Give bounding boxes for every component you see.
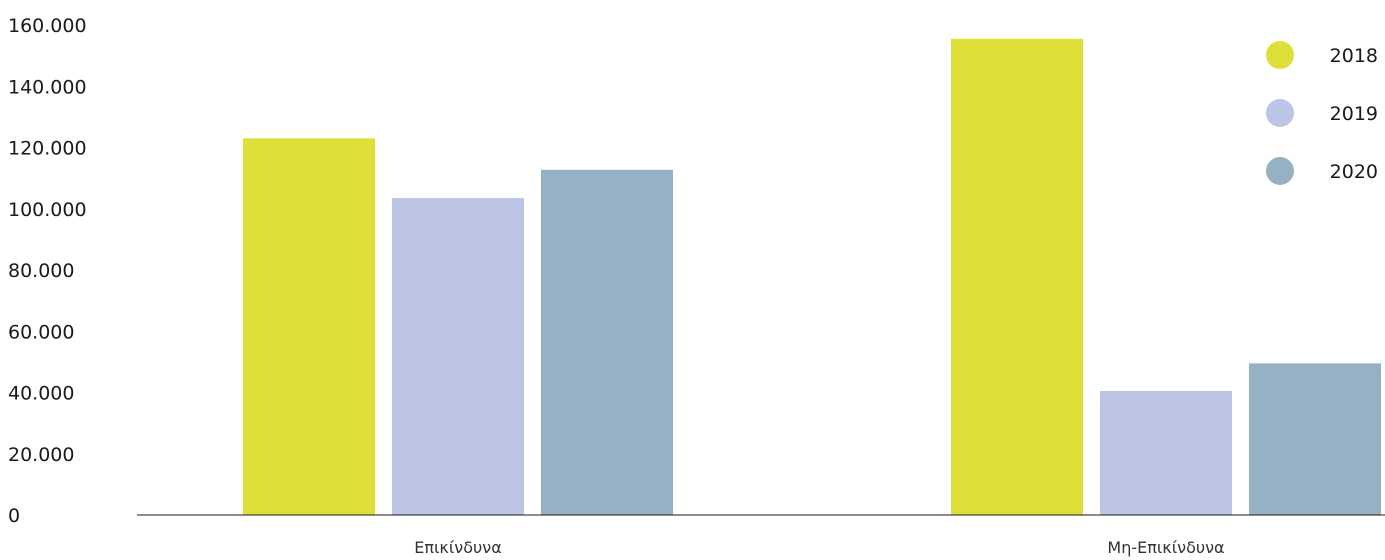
y-tick-label: 160.000 [8, 15, 87, 37]
category-label: Επικίνδυνα [414, 538, 501, 557]
bar-2019-2 [1100, 390, 1232, 515]
legend-label-2020: 2020 [1330, 161, 1378, 183]
y-tick-label: 60.000 [8, 321, 74, 343]
legend-swatch-2020 [1266, 157, 1294, 185]
legend-label-2018: 2018 [1330, 45, 1378, 67]
bar-2019-1 [392, 198, 524, 515]
legend-swatch-2019 [1266, 99, 1294, 127]
legend: 2018 2019 2020 [1266, 41, 1378, 185]
category-label: Μη-Επικίνδυνα [1107, 538, 1224, 557]
y-tick-label: 40.000 [8, 383, 74, 405]
legend-label-2019: 2019 [1330, 103, 1378, 125]
bar-2018-2 [951, 38, 1083, 515]
category-labels: Επικίνδυνα Μη-Επικίνδυνα [414, 538, 1224, 557]
y-tick-label: 100.000 [8, 199, 87, 221]
y-tick-label: 140.000 [8, 76, 87, 98]
bar-2020-1 [541, 169, 673, 515]
y-tick-label: 20.000 [8, 444, 74, 466]
bars [243, 38, 1381, 515]
y-tick-label: 120.000 [8, 138, 87, 160]
bar-2020-2 [1249, 363, 1381, 515]
bar-2018-1 [243, 138, 375, 515]
y-tick-label: 0 [8, 505, 20, 527]
legend-swatch-2018 [1266, 41, 1294, 69]
y-tick-label: 80.000 [8, 260, 74, 282]
y-axis-ticks: 0 20.000 40.000 60.000 80.000 100.000 120.000 1… [8, 15, 87, 527]
